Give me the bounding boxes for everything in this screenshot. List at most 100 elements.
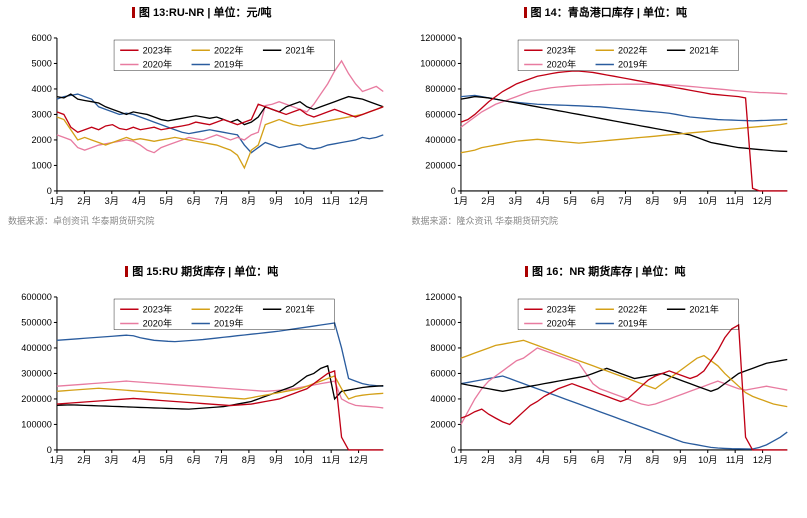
svg-text:6月: 6月 [590,196,604,206]
cell-14: 图 14：青岛港口库存 | 单位：吨 020000040000060000080… [404,0,807,259]
chart-title-15: 图 15:RU 期货库存 | 单位：吨 [132,263,278,279]
svg-text:120000: 120000 [425,292,456,302]
svg-text:2021年: 2021年 [285,303,315,314]
svg-text:0: 0 [47,445,52,455]
svg-text:8月: 8月 [242,455,256,465]
svg-text:5月: 5月 [160,455,174,465]
source-13: 数据来源：卓创资讯 华泰期货研究院 [8,214,396,227]
svg-text:2月: 2月 [481,196,495,206]
svg-text:6月: 6月 [590,455,604,465]
svg-text:1月: 1月 [453,196,467,206]
svg-text:2000: 2000 [31,135,51,145]
svg-text:0: 0 [450,186,455,196]
title-row-14: 图 14：青岛港口库存 | 单位：吨 [412,4,800,20]
svg-text:3000: 3000 [31,110,51,120]
svg-text:2020年: 2020年 [143,59,173,70]
svg-text:2023年: 2023年 [143,44,173,55]
svg-text:400000: 400000 [21,343,52,353]
svg-text:11月: 11月 [725,455,744,465]
svg-text:100000: 100000 [425,318,456,328]
svg-text:1000000: 1000000 [420,59,456,69]
svg-text:5月: 5月 [160,196,174,206]
svg-text:2023年: 2023年 [143,303,173,314]
svg-text:5月: 5月 [563,455,577,465]
svg-text:9月: 9月 [269,455,283,465]
svg-text:11月: 11月 [322,196,341,206]
svg-text:100000: 100000 [21,419,52,429]
svg-text:200000: 200000 [425,160,456,170]
svg-text:6月: 6月 [187,196,201,206]
svg-text:4000: 4000 [31,84,51,94]
svg-text:10月: 10月 [294,455,313,465]
svg-text:8月: 8月 [242,196,256,206]
svg-text:4月: 4月 [132,196,146,206]
svg-text:4月: 4月 [536,196,550,206]
svg-text:2月: 2月 [481,455,495,465]
svg-text:5月: 5月 [563,196,577,206]
svg-text:10月: 10月 [294,196,313,206]
svg-text:2021年: 2021年 [285,44,315,55]
svg-text:3月: 3月 [105,455,119,465]
svg-text:2022年: 2022年 [214,303,244,314]
cell-15: 图 15:RU 期货库存 | 单位：吨 0 100000 200000 300000 4… [0,259,404,518]
title-row-13: 图 13:RU-NR | 单位：元/吨 [8,4,396,20]
svg-text:12月: 12月 [752,196,771,206]
chart-wrap-15: 01000002000003000004000005000006000001月2… [8,281,396,471]
svg-text:12月: 12月 [349,455,368,465]
svg-text:11月: 11月 [322,455,341,465]
svg-text:2019年: 2019年 [214,318,244,329]
svg-text:2022年: 2022年 [617,44,647,55]
title-bar-icon [125,266,128,277]
svg-text:12月: 12月 [752,455,771,465]
svg-text:2019年: 2019年 [617,59,647,70]
svg-text:1月: 1月 [50,196,64,206]
chart-svg-15: 01000002000003000004000005000006000001月2… [8,281,396,471]
svg-text:0: 0 [450,445,455,455]
svg-text:800000: 800000 [425,84,456,94]
svg-text:2019年: 2019年 [617,318,647,329]
svg-text:7月: 7月 [214,196,228,206]
svg-text:60000: 60000 [430,369,455,379]
cell-13: 图 13:RU-NR | 单位：元/吨 0 1000 2000 3000 4000 500… [0,0,404,259]
chart-title-16: 图 16：NR 期货库存 | 单位：吨 [532,263,685,279]
svg-text:10月: 10月 [698,196,717,206]
svg-text:4月: 4月 [132,455,146,465]
svg-text:9月: 9月 [673,196,687,206]
svg-text:200000: 200000 [21,394,52,404]
svg-text:2020年: 2020年 [143,318,173,329]
svg-text:6月: 6月 [187,455,201,465]
svg-text:2020年: 2020年 [546,59,576,70]
svg-text:0: 0 [47,186,52,196]
chart-wrap-13: 01000200030004000500060001月2月3月4月5月6月7月8… [8,22,396,212]
svg-text:300000: 300000 [21,369,52,379]
chart-svg-14: 0200000400000600000800000100000012000001… [412,22,800,212]
svg-text:4月: 4月 [536,455,550,465]
svg-text:2020年: 2020年 [546,318,576,329]
svg-text:3月: 3月 [105,196,119,206]
svg-text:11月: 11月 [725,196,744,206]
svg-text:10月: 10月 [698,455,717,465]
chart-grid: 图 13:RU-NR | 单位：元/吨 0 1000 2000 3000 4000 500… [0,0,807,518]
svg-text:3月: 3月 [508,196,522,206]
svg-text:20000: 20000 [430,419,455,429]
svg-text:2019年: 2019年 [214,59,244,70]
chart-svg-16: 0200004000060000800001000001200001月2月3月4… [412,281,800,471]
svg-text:2021年: 2021年 [689,44,719,55]
cell-16: 图 16：NR 期货库存 | 单位：吨 02000040000600008000… [404,259,807,518]
svg-text:2月: 2月 [77,455,91,465]
svg-text:1月: 1月 [453,455,467,465]
svg-text:1000: 1000 [31,160,51,170]
svg-text:2023年: 2023年 [546,44,576,55]
svg-text:2023年: 2023年 [546,303,576,314]
svg-text:7月: 7月 [618,196,632,206]
chart-title-14: 图 14：青岛港口库存 | 单位：吨 [531,4,687,20]
chart-wrap-14: 0200000400000600000800000100000012000001… [412,22,800,212]
svg-text:3月: 3月 [508,455,522,465]
title-row-15: 图 15:RU 期货库存 | 单位：吨 [8,263,396,279]
svg-text:9月: 9月 [269,196,283,206]
svg-text:500000: 500000 [21,318,52,328]
svg-text:5000: 5000 [31,59,51,69]
svg-text:6000: 6000 [31,33,51,43]
svg-text:8月: 8月 [645,196,659,206]
svg-text:2022年: 2022年 [617,303,647,314]
